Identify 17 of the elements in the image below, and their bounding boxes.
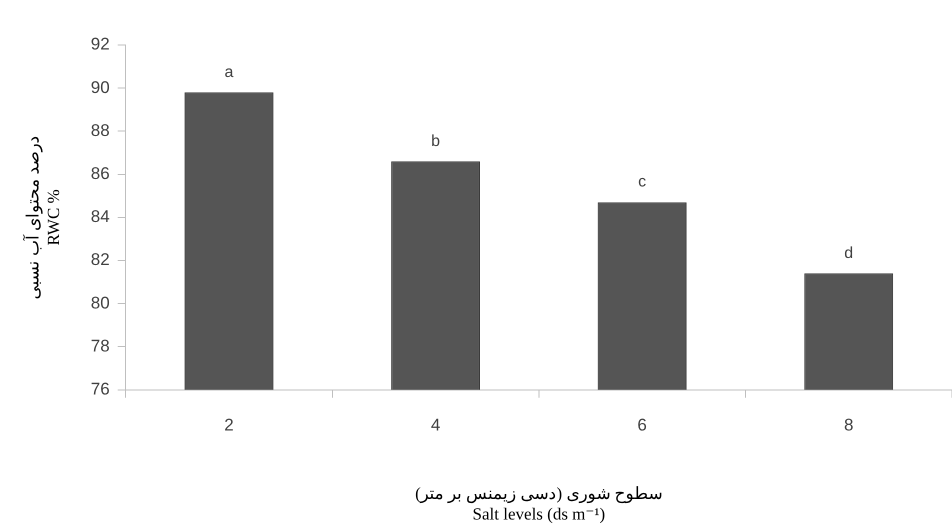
- y-tick-label: 80: [90, 293, 110, 312]
- y-tick-label: 86: [90, 164, 110, 183]
- y-tick-label: 82: [90, 250, 110, 270]
- y-tick-label: 78: [90, 336, 110, 356]
- annotation: c: [638, 174, 646, 191]
- annotation: d: [844, 244, 854, 262]
- y-tick-label: 92: [90, 34, 110, 54]
- annotation: b: [431, 132, 440, 150]
- x-tick-label: 6: [637, 416, 647, 435]
- y-tick-label: 90: [90, 78, 110, 97]
- y-tick-label: 88: [90, 120, 110, 140]
- x-tick-label: 2: [224, 416, 234, 435]
- x-tick-label: 4: [430, 416, 440, 435]
- x-tick-label: 8: [844, 416, 854, 435]
- y-tick-label: 84: [90, 207, 110, 226]
- y-tick-label: 76: [90, 379, 110, 398]
- annotation: a: [224, 64, 234, 81]
